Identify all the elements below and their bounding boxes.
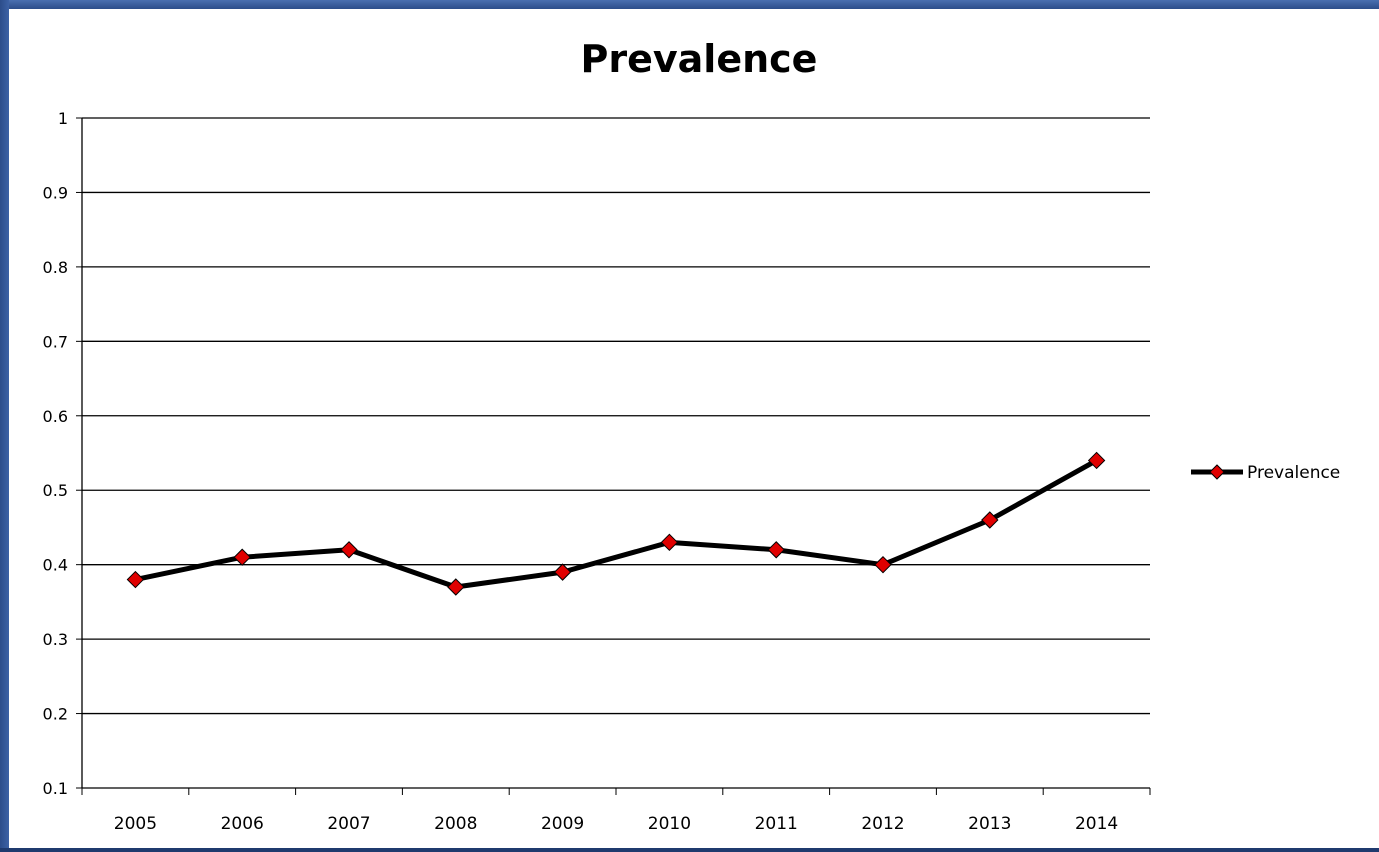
line-chart: Prevalence 0.10.20.30.40.50.60.70.80.91 … [43,37,1341,834]
x-tick-label: 2009 [541,814,584,834]
chart-area: Prevalence 0.1 0.2 0.3 0.4 0.5 0.6 0.7 0.8 0.9 1 … [9,9,1379,848]
data-point-marker [1087,451,1106,470]
x-tick-label: 2006 [221,814,264,834]
slide-frame-left [0,0,9,848]
slide-frame-top [0,0,1379,9]
x-tick-label: 2012 [861,814,904,834]
y-tick-label: 0.5 [43,481,68,500]
data-point-marker [447,578,465,596]
y-tick-label: 0.2 [43,705,68,724]
series-layer [126,451,1106,596]
data-point-marker [553,563,572,581]
x-tick-label: 2010 [648,814,691,834]
y-tick-label: 0.7 [43,332,68,351]
data-point-marker [660,533,679,552]
series-line [134,458,1098,590]
y-tick-label: 0.9 [43,183,68,202]
data-point-marker [233,548,251,566]
x-tick-label: 2005 [114,814,157,834]
x-tick-label: 2008 [434,814,477,834]
y-axis-tick-labels: 0.1 0.2 0.3 0.4 0.5 0.6 0.7 0.8 0.9 1 [43,109,68,798]
y-tick-label: 0.1 [43,779,68,798]
legend: Prevalence [1191,463,1340,483]
x-tick-label: 2013 [968,814,1011,834]
y-tick-label: 0.4 [43,556,68,575]
y-tick-label: 0.3 [43,630,68,649]
axes [76,117,1151,795]
x-tick-label: 2014 [1075,814,1118,834]
data-point-marker [126,570,145,589]
chart-title: Prevalence [581,37,818,81]
gridlines [82,117,1150,715]
data-point-marker [874,555,892,574]
x-tick-label: 2007 [327,814,370,834]
y-tick-label: 0.8 [43,258,68,277]
legend-marker-swatch [1209,464,1225,480]
legend-label: Prevalence [1247,463,1340,483]
data-point-marker [340,541,358,559]
y-tick-label: 0.6 [43,407,68,426]
x-axis-tick-labels: 2005 2006 2007 2008 2009 2010 2011 2012 2013 2014 [114,814,1118,834]
x-tick-label: 2011 [755,814,798,834]
data-point-marker [981,511,999,529]
data-point-marker [767,541,785,559]
y-tick-label: 1 [58,109,68,128]
